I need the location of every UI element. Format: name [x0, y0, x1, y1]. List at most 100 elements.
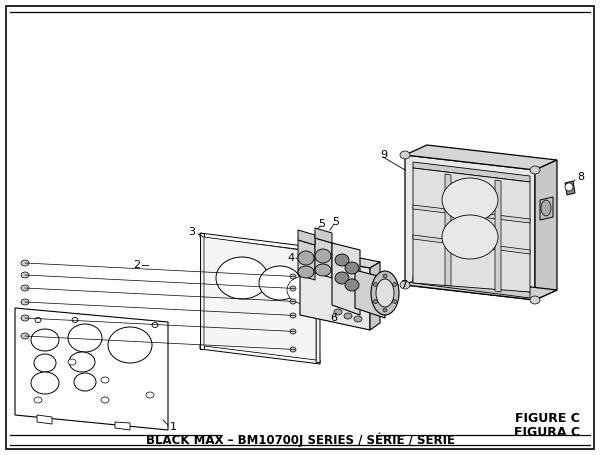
Polygon shape: [445, 174, 451, 286]
Ellipse shape: [530, 296, 540, 304]
Polygon shape: [535, 160, 557, 300]
Ellipse shape: [290, 347, 296, 352]
Ellipse shape: [373, 299, 377, 303]
Text: 2: 2: [133, 260, 140, 270]
Ellipse shape: [373, 283, 377, 287]
Text: 3: 3: [188, 227, 195, 237]
Ellipse shape: [290, 286, 296, 291]
Polygon shape: [115, 422, 130, 430]
Ellipse shape: [290, 299, 296, 304]
Polygon shape: [413, 205, 530, 223]
Ellipse shape: [35, 318, 41, 323]
Ellipse shape: [72, 318, 78, 323]
Ellipse shape: [21, 315, 29, 321]
Polygon shape: [413, 235, 530, 254]
Ellipse shape: [383, 274, 387, 278]
Ellipse shape: [334, 309, 342, 315]
Text: 6: 6: [330, 313, 337, 323]
Text: FIGURE C: FIGURE C: [515, 411, 580, 425]
Ellipse shape: [335, 272, 349, 284]
Polygon shape: [355, 270, 385, 318]
Ellipse shape: [108, 327, 152, 363]
Polygon shape: [300, 255, 370, 330]
Ellipse shape: [146, 392, 154, 398]
Ellipse shape: [335, 254, 349, 266]
Text: 9: 9: [380, 150, 387, 160]
Text: FIGURA C: FIGURA C: [514, 425, 580, 439]
Ellipse shape: [74, 373, 96, 391]
Polygon shape: [405, 145, 557, 170]
Ellipse shape: [345, 279, 359, 291]
Ellipse shape: [68, 359, 76, 365]
Polygon shape: [315, 228, 332, 243]
Ellipse shape: [152, 323, 158, 328]
Ellipse shape: [290, 274, 296, 279]
Polygon shape: [316, 248, 320, 363]
Ellipse shape: [31, 372, 59, 394]
Ellipse shape: [400, 151, 410, 159]
Ellipse shape: [298, 251, 314, 265]
Polygon shape: [405, 155, 535, 300]
Ellipse shape: [68, 324, 102, 352]
Ellipse shape: [21, 299, 29, 305]
Polygon shape: [413, 277, 530, 298]
Ellipse shape: [259, 266, 301, 300]
Polygon shape: [370, 262, 380, 330]
Polygon shape: [315, 238, 332, 278]
Ellipse shape: [101, 397, 109, 403]
Ellipse shape: [31, 329, 59, 351]
Text: 1: 1: [170, 422, 177, 432]
Polygon shape: [204, 237, 316, 360]
Polygon shape: [37, 415, 52, 424]
Ellipse shape: [345, 262, 359, 274]
Polygon shape: [200, 345, 320, 364]
Ellipse shape: [21, 285, 29, 291]
Text: 5: 5: [318, 219, 325, 229]
Ellipse shape: [21, 260, 29, 266]
Ellipse shape: [298, 266, 314, 278]
Ellipse shape: [392, 299, 397, 303]
Polygon shape: [200, 233, 204, 349]
Ellipse shape: [392, 283, 397, 287]
Polygon shape: [413, 168, 530, 292]
Ellipse shape: [34, 354, 56, 372]
Text: 7: 7: [400, 280, 407, 290]
Ellipse shape: [315, 264, 331, 276]
Ellipse shape: [400, 281, 410, 289]
Ellipse shape: [383, 308, 387, 312]
Polygon shape: [332, 243, 360, 315]
Ellipse shape: [530, 166, 540, 174]
FancyBboxPatch shape: [6, 6, 594, 449]
Polygon shape: [15, 308, 168, 430]
Ellipse shape: [21, 333, 29, 339]
Ellipse shape: [287, 276, 323, 304]
Polygon shape: [495, 180, 501, 292]
Polygon shape: [300, 248, 380, 268]
Ellipse shape: [376, 279, 394, 307]
Ellipse shape: [21, 272, 29, 278]
Polygon shape: [540, 197, 553, 220]
Ellipse shape: [101, 377, 109, 383]
Ellipse shape: [216, 257, 268, 299]
Polygon shape: [413, 162, 530, 182]
Ellipse shape: [541, 200, 551, 216]
Ellipse shape: [34, 397, 42, 403]
Text: 8: 8: [577, 172, 584, 182]
Polygon shape: [405, 275, 557, 300]
Ellipse shape: [442, 178, 498, 222]
Ellipse shape: [290, 329, 296, 334]
Text: 4: 4: [288, 253, 295, 263]
Polygon shape: [565, 181, 575, 195]
Text: BLACK MAX – BM10700J SERIES / SÉRIE / SERIE: BLACK MAX – BM10700J SERIES / SÉRIE / SE…: [146, 433, 455, 447]
Text: 5: 5: [332, 217, 339, 227]
Ellipse shape: [290, 313, 296, 318]
Ellipse shape: [315, 249, 331, 263]
Ellipse shape: [344, 313, 352, 319]
Polygon shape: [298, 230, 315, 245]
Ellipse shape: [565, 183, 573, 191]
Ellipse shape: [69, 352, 95, 372]
Ellipse shape: [371, 271, 399, 315]
Ellipse shape: [442, 215, 498, 259]
Polygon shape: [200, 233, 320, 252]
Polygon shape: [298, 240, 315, 280]
